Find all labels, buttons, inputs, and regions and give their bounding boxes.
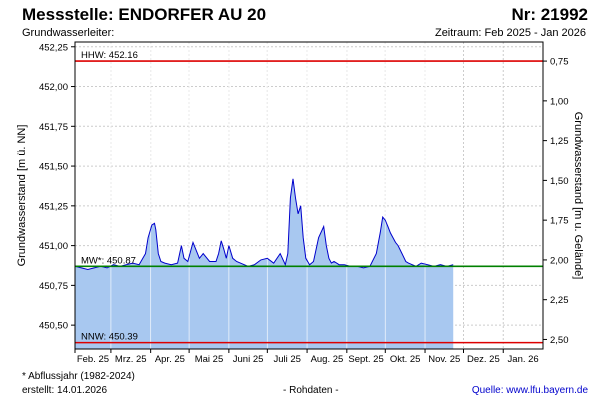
y-right-tick-label: 2,00 — [550, 255, 569, 266]
ref-label-mw: MW*: 450.87 — [81, 255, 136, 266]
series-area — [75, 178, 454, 349]
y-left-tick-label: 452,00 — [39, 82, 68, 93]
series-line — [74, 178, 454, 271]
y-left-tick-label: 450,50 — [39, 321, 68, 332]
ref-label-nnw: NNW: 450.39 — [81, 332, 138, 343]
y-left-axis-label: Grundwasserstand [m ü. NN] — [16, 125, 28, 267]
aquifer-label: Grundwasserleiter: — [22, 27, 115, 39]
created-date: erstellt: 14.01.2026 — [22, 385, 108, 396]
station-title: Messstelle: ENDORFER AU 20 — [22, 5, 267, 24]
x-tick-label: Sept. 25 — [348, 354, 383, 365]
y-right-tick-label: 2,25 — [550, 295, 569, 306]
y-left-tick-label: 451,50 — [39, 162, 68, 173]
raw-data-label: - Rohdaten - — [283, 385, 339, 396]
x-tick-label: Nov. 25 — [428, 354, 460, 365]
x-tick-label: Dez. 25 — [467, 354, 500, 365]
y-right-tick-label: 0,75 — [550, 57, 569, 68]
x-tick-label: Mrz. 25 — [115, 354, 147, 365]
y-left-tick-label: 451,00 — [39, 241, 68, 252]
period-label: Zeitraum: Feb 2025 - Jan 2026 — [434, 27, 586, 39]
station-number: Nr: 21992 — [511, 5, 588, 24]
x-tick-label: Juli 25 — [273, 354, 300, 365]
y-right-tick-label: 1,75 — [550, 216, 569, 227]
x-tick-label: Okt. 25 — [390, 354, 421, 365]
x-tick-label: Feb. 25 — [77, 354, 109, 365]
y-left-tick-label: 451,75 — [39, 122, 68, 133]
ref-label-hhw: HHW: 452.16 — [81, 50, 138, 61]
y-left-tick-label: 452,25 — [39, 42, 68, 53]
x-tick-label: Juni 25 — [233, 354, 264, 365]
y-right-tick-label: 1,50 — [550, 176, 569, 187]
y-right-tick-label: 2,50 — [550, 335, 569, 346]
plot-border — [74, 41, 544, 350]
footnote: * Abflussjahr (1982-2024) — [22, 371, 135, 382]
source-link[interactable]: Quelle: www.lfu.bayern.de — [471, 385, 588, 396]
y-left-tick-label: 450,75 — [39, 281, 68, 292]
y-right-axis-label: Grundwasserstand [m u. Gelände] — [572, 112, 584, 280]
x-tick-label: Aug. 25 — [311, 354, 344, 365]
y-right-tick-label: 1,00 — [550, 96, 569, 107]
y-left-tick-label: 451,25 — [39, 201, 68, 212]
x-tick-label: Apr. 25 — [155, 354, 185, 365]
y-right-tick-label: 1,25 — [550, 136, 569, 147]
x-tick-label: Mai 25 — [195, 354, 224, 365]
x-tick-label: Jan. 26 — [508, 354, 539, 365]
